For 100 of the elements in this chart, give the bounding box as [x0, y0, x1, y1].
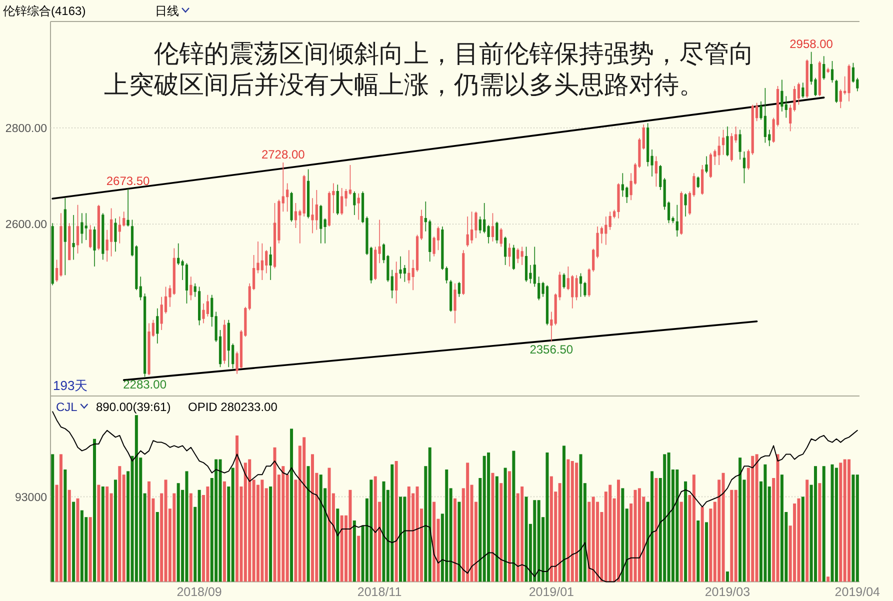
- bar: [134, 415, 138, 582]
- candlestick: [818, 60, 821, 97]
- bar: [696, 520, 700, 582]
- candlestick: [84, 212, 88, 240]
- candlestick: [290, 192, 293, 222]
- bar: [751, 456, 754, 582]
- annotation: 2673.50: [106, 174, 150, 188]
- bar: [403, 496, 406, 582]
- bar: [273, 447, 276, 582]
- candlestick: [306, 168, 310, 219]
- candlestick: [198, 286, 201, 326]
- bar: [508, 471, 511, 582]
- candlestick: [302, 174, 306, 217]
- candlestick: [546, 284, 549, 326]
- bar: [562, 446, 566, 582]
- candlestick: [575, 274, 578, 301]
- bar: [550, 476, 553, 582]
- bar: [148, 481, 151, 582]
- bar: [616, 480, 620, 582]
- annotation: 2958.00: [790, 36, 834, 51]
- bar: [608, 484, 612, 582]
- bar: [734, 490, 738, 582]
- bar: [546, 452, 549, 582]
- candlestick: [642, 124, 645, 150]
- bar: [244, 462, 247, 582]
- bar: [826, 576, 830, 582]
- bar: [856, 474, 859, 582]
- bar: [722, 472, 725, 582]
- candlestick: [408, 250, 410, 284]
- bar: [248, 459, 252, 582]
- candlestick: [210, 294, 214, 328]
- bar: [445, 470, 448, 582]
- candlestick: [826, 67, 830, 74]
- bar: [269, 486, 272, 582]
- bar: [340, 515, 344, 582]
- bar: [64, 470, 67, 582]
- candlestick: [751, 104, 754, 156]
- bar: [390, 464, 394, 582]
- bar: [432, 502, 436, 582]
- candlestick: [324, 218, 326, 244]
- candlestick: [336, 184, 339, 216]
- candlestick: [508, 242, 511, 267]
- bar: [843, 459, 846, 582]
- bar: [764, 464, 767, 582]
- bar: [231, 468, 234, 582]
- candlestick: [705, 156, 708, 174]
- bar: [382, 481, 386, 582]
- candlestick: [441, 226, 444, 270]
- bar: [634, 490, 637, 582]
- bar: [650, 471, 654, 582]
- candlestick: [747, 149, 750, 170]
- chart-title: 伦锌综合(4163): [3, 4, 86, 18]
- bar: [818, 483, 822, 582]
- bar: [621, 488, 624, 582]
- candlestick: [802, 82, 804, 98]
- chart-title: CJL: [56, 400, 78, 414]
- bar: [156, 512, 159, 582]
- bar: [336, 508, 340, 582]
- bar: [374, 476, 377, 582]
- bar: [814, 466, 817, 582]
- candlestick: [500, 228, 502, 248]
- candlestick: [504, 236, 507, 266]
- bar: [454, 498, 456, 582]
- annotation: 2283.00: [123, 378, 167, 392]
- candlestick: [51, 222, 54, 286]
- candlestick: [190, 276, 192, 301]
- candlestick: [608, 211, 612, 230]
- bar: [663, 454, 666, 582]
- candlestick: [696, 176, 700, 188]
- bar: [482, 456, 486, 582]
- candlestick: [659, 164, 662, 190]
- x-tick-label: 2019/04: [834, 585, 880, 599]
- candlestick: [102, 212, 104, 260]
- bar: [394, 461, 398, 582]
- bar: [101, 486, 104, 582]
- bar: [370, 480, 373, 582]
- bar: [570, 461, 574, 582]
- bar: [504, 468, 507, 582]
- candlestick: [742, 151, 746, 184]
- bar: [575, 462, 578, 582]
- bar: [357, 536, 360, 582]
- candlestick: [496, 221, 498, 244]
- bar: [533, 500, 536, 582]
- candlestick: [395, 261, 398, 304]
- bar: [830, 464, 834, 582]
- candlestick: [617, 182, 620, 219]
- bar: [667, 452, 670, 582]
- bar: [80, 510, 84, 582]
- bar: [520, 486, 524, 582]
- y-tick-label: 2800.00: [5, 122, 47, 135]
- bar: [566, 459, 570, 582]
- candlestick: [390, 269, 394, 299]
- candlestick: [676, 204, 678, 238]
- bar: [302, 437, 306, 582]
- candlestick: [491, 212, 494, 242]
- candlestick: [512, 244, 515, 270]
- candlestick: [718, 136, 720, 166]
- candlestick: [68, 222, 71, 260]
- candlestick: [89, 224, 92, 249]
- candlestick: [378, 219, 381, 264]
